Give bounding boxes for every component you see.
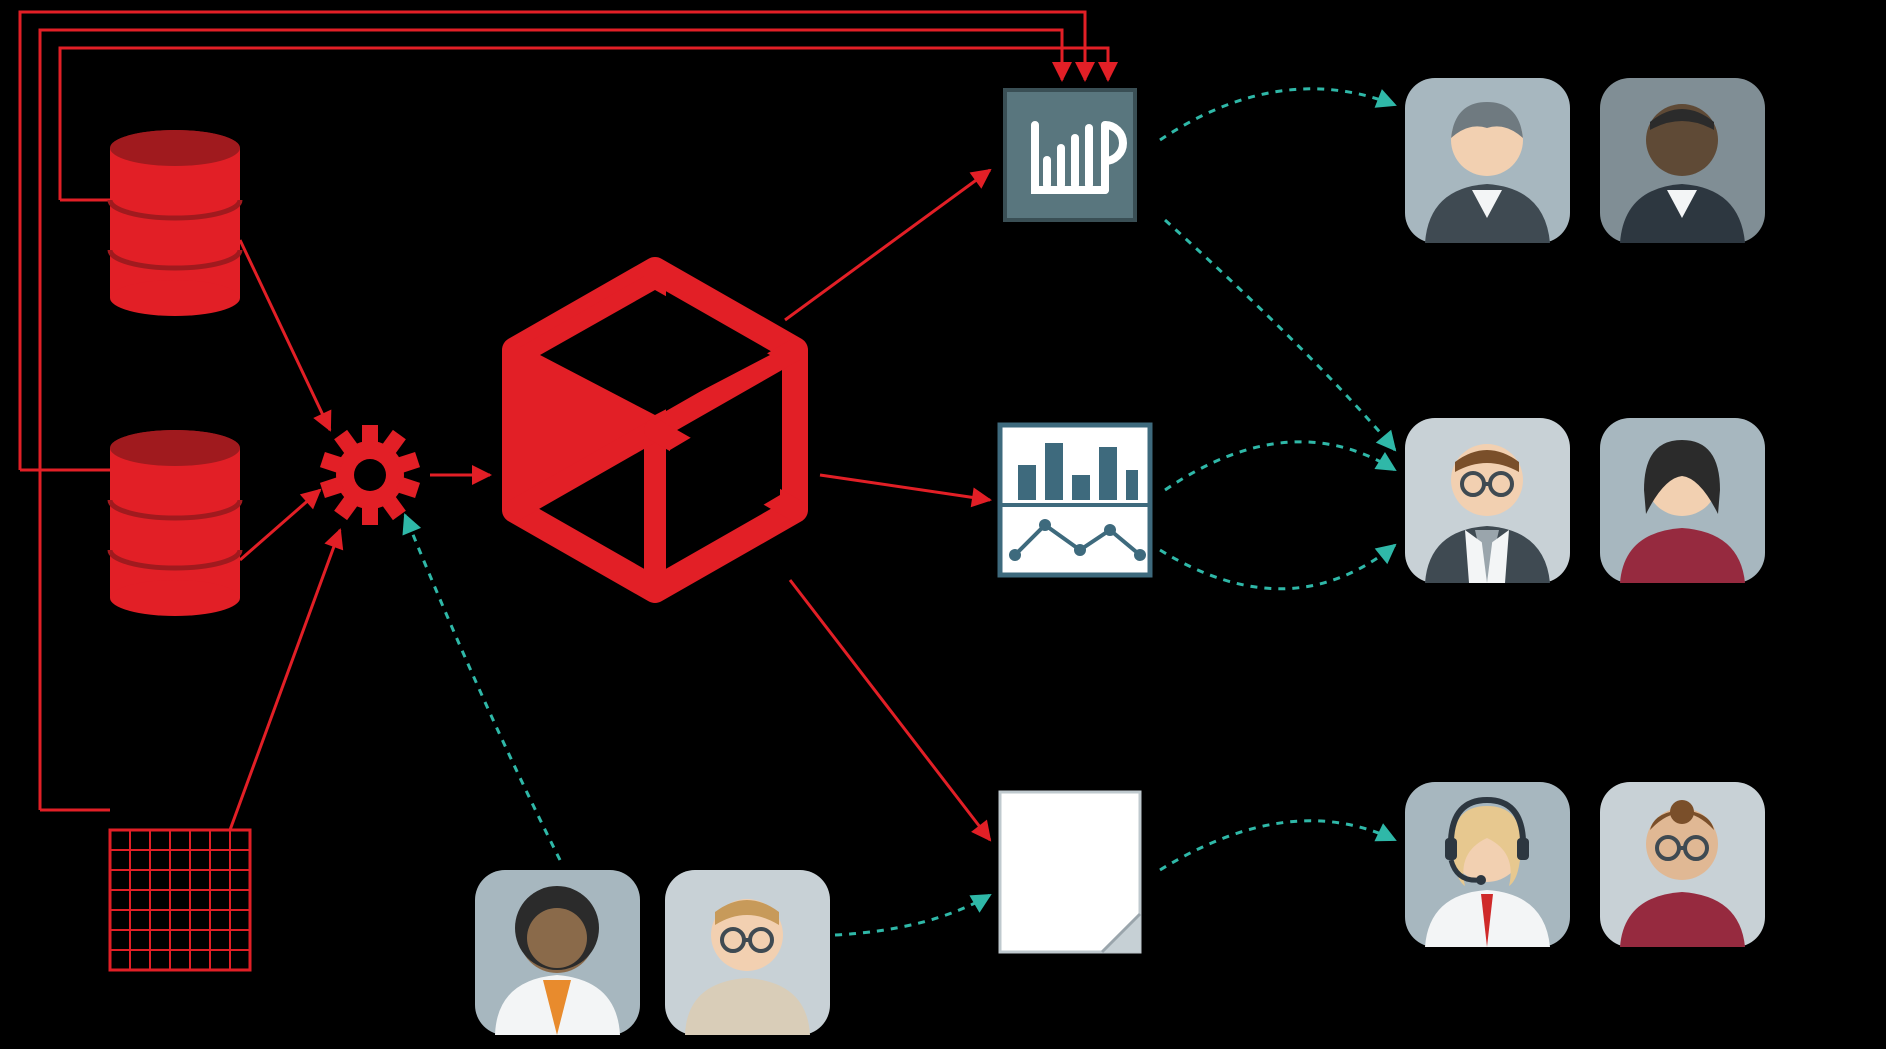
database-icon-2: [110, 430, 240, 616]
database-icon-1: [110, 130, 240, 316]
avatar-contributor-2: [665, 870, 830, 1035]
avatar-consumer-2b: [1600, 418, 1765, 583]
powerbi-icon: [1005, 90, 1135, 220]
avatar-consumer-2a: [1405, 418, 1570, 583]
avatar-consumer-3b: [1600, 782, 1765, 947]
avatar-contributor-1: [475, 870, 640, 1035]
dashboard-chart-icon: [1000, 425, 1150, 575]
cube-icon: [515, 270, 795, 590]
avatar-consumer-3a: [1405, 782, 1570, 947]
document-icon: [1000, 792, 1140, 952]
avatar-consumer-1b: [1600, 78, 1765, 243]
avatar-consumer-1a: [1405, 78, 1570, 243]
architecture-diagram: [0, 0, 1886, 1049]
